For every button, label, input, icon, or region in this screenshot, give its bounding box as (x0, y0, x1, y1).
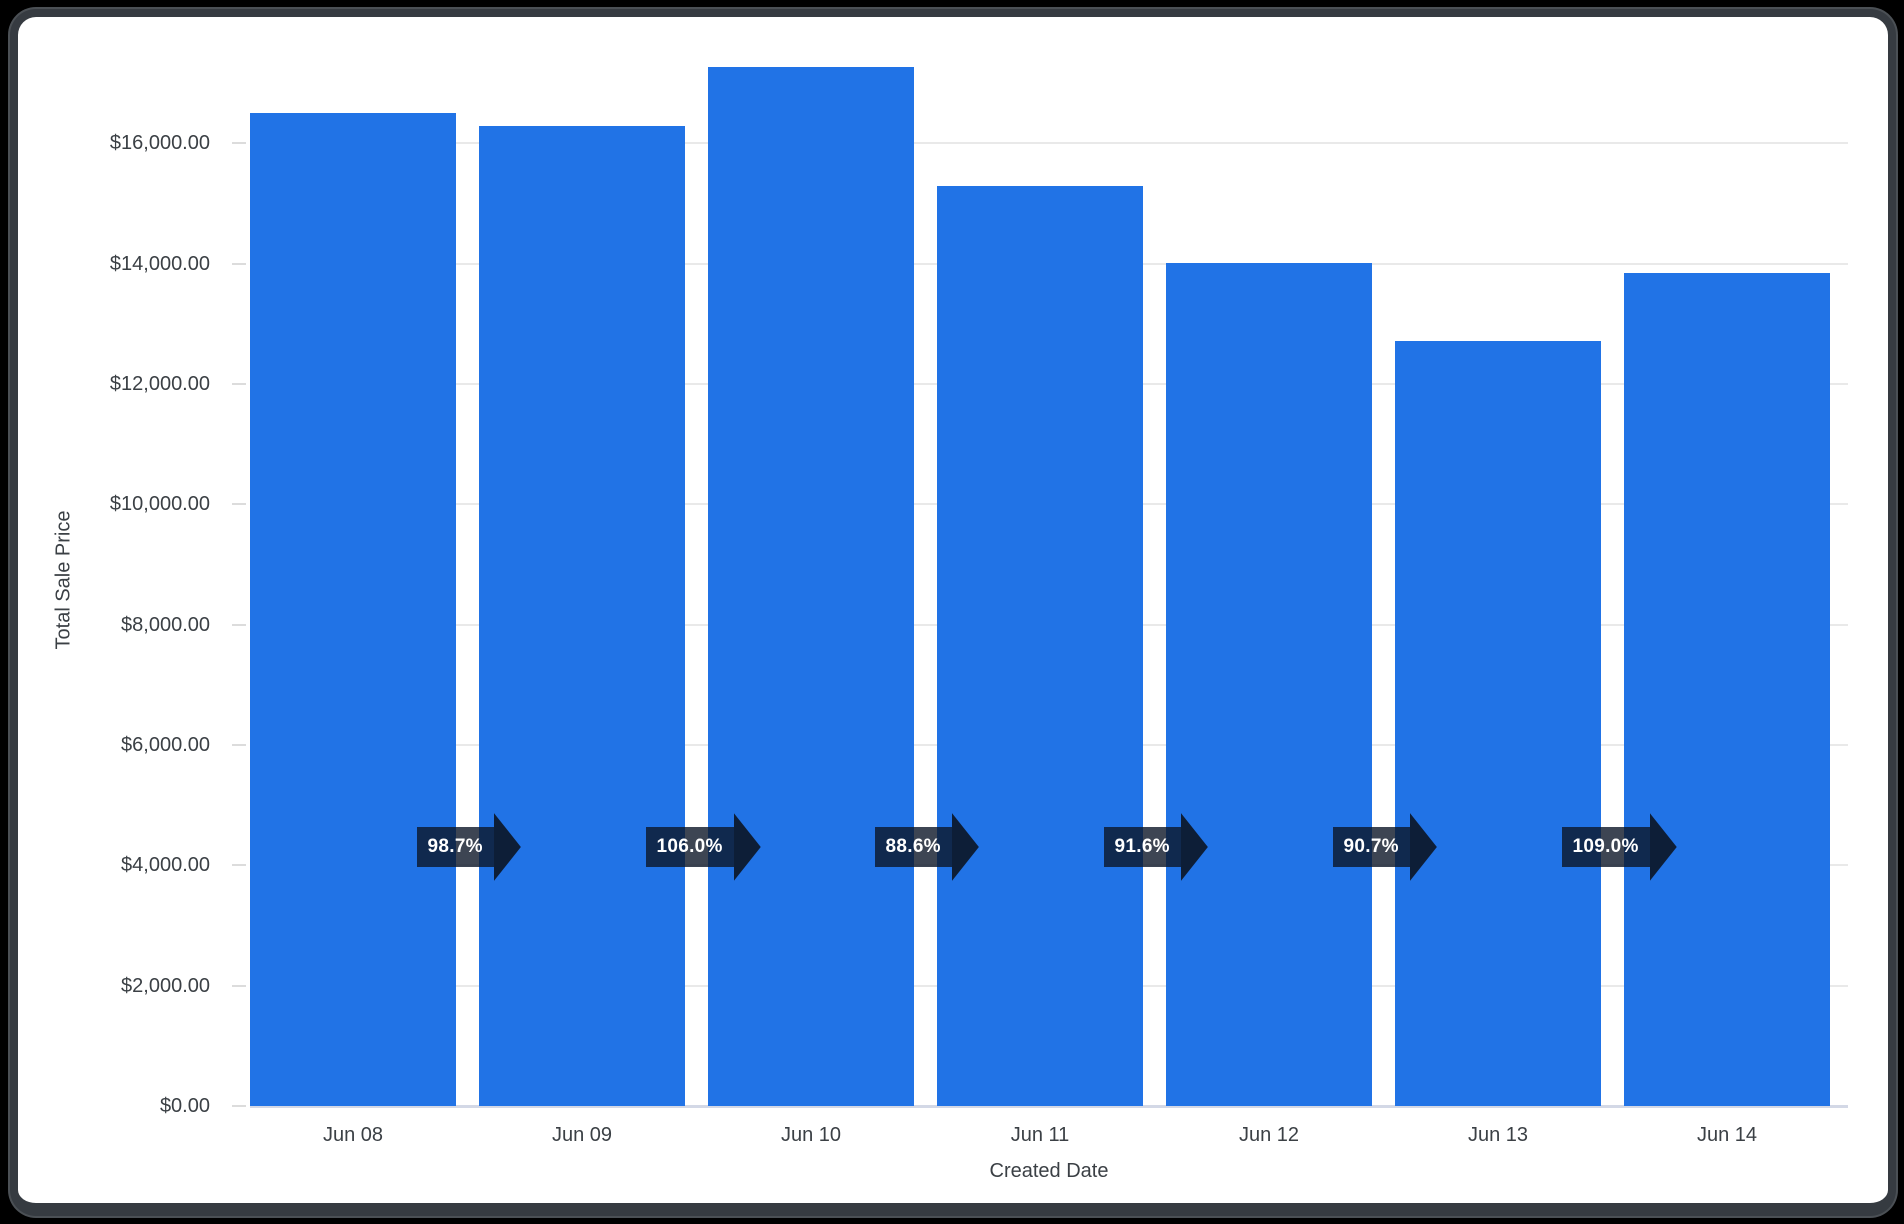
x-axis-label: Jun 08 (322, 1124, 384, 1146)
x-axis-label: Jun 10 (780, 1124, 842, 1146)
arrow-right-icon (733, 813, 761, 881)
x-axis-label: Jun 14 (1696, 1124, 1758, 1146)
x-axis-label: Jun 12 (1238, 1124, 1300, 1146)
growth-badge-label: 91.6% (1103, 827, 1181, 867)
growth-badge: 109.0% (1561, 813, 1677, 881)
y-axis-tick (232, 743, 246, 746)
y-axis-tick (232, 262, 246, 265)
bar-jun-10[interactable] (708, 67, 914, 1106)
y-axis-tick (232, 382, 246, 385)
x-axis-label: Jun 11 (1010, 1124, 1070, 1146)
y-axis-label: $6,000.00 (121, 733, 210, 756)
arrow-right-icon (1180, 813, 1208, 881)
y-axis-label: $2,000.00 (121, 974, 210, 997)
y-axis-label: $12,000.00 (109, 372, 210, 395)
x-axis-label: Jun 09 (551, 1124, 613, 1146)
y-axis-label: $4,000.00 (121, 854, 210, 877)
y-axis-label: $0.00 (159, 1095, 210, 1117)
growth-badge-label: 98.7% (416, 827, 494, 867)
y-axis-label: $8,000.00 (121, 613, 210, 636)
bar-jun-14[interactable] (1624, 272, 1830, 1106)
y-axis-tick (232, 623, 246, 626)
x-axis-label: Jun 13 (1467, 1124, 1529, 1146)
arrow-right-icon (1649, 813, 1677, 881)
growth-badge: 90.7% (1332, 813, 1437, 881)
growth-badge-label: 106.0% (645, 827, 734, 867)
arrow-right-icon (493, 813, 521, 881)
growth-badge: 98.7% (416, 813, 521, 881)
growth-badge: 88.6% (874, 813, 979, 881)
growth-badge: 91.6% (1103, 813, 1208, 881)
growth-badge-label: 88.6% (874, 827, 952, 867)
y-axis-tick (232, 1105, 246, 1107)
gridline (250, 142, 1848, 145)
arrow-right-icon (1409, 813, 1437, 881)
y-axis-label: $16,000.00 (109, 132, 210, 155)
arrow-right-icon (951, 813, 979, 881)
growth-badge-label: 90.7% (1332, 827, 1410, 867)
bar-jun-11[interactable] (937, 185, 1143, 1106)
bar-jun-13[interactable] (1395, 341, 1601, 1106)
y-axis-label: $14,000.00 (109, 252, 210, 275)
y-axis-tick (232, 984, 246, 987)
bar-jun-12[interactable] (1166, 262, 1372, 1106)
growth-badge: 106.0% (645, 813, 761, 881)
y-axis-tick (232, 142, 246, 145)
x-axis-line (250, 1105, 1848, 1108)
y-axis-tick (232, 864, 246, 867)
x-axis-title: Created Date (989, 1160, 1109, 1182)
bar-jun-09[interactable] (479, 126, 685, 1106)
bar-jun-08[interactable] (250, 113, 456, 1106)
y-axis-label: $10,000.00 (109, 493, 210, 516)
growth-badge-label: 109.0% (1561, 827, 1650, 867)
y-axis-tick (232, 503, 246, 506)
